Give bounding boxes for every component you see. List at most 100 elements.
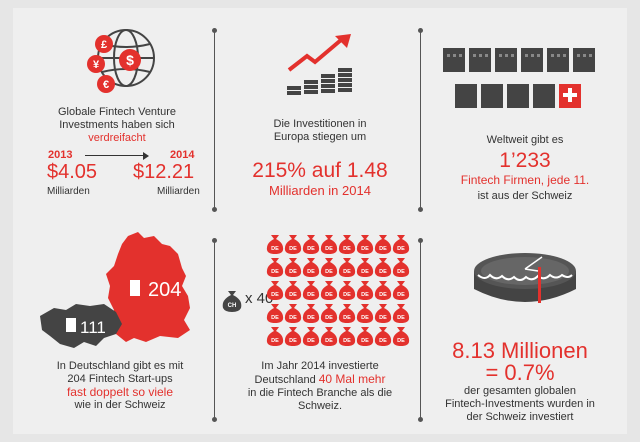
- text-line: Schweiz.: [297, 400, 343, 412]
- bag-label: DE: [325, 246, 333, 252]
- currency-symbol: $: [126, 52, 134, 68]
- bag-label: DE: [271, 246, 279, 252]
- money-bag-de-icon: DE: [266, 281, 284, 300]
- europe-sub-figure: Milliarden in 2014: [269, 183, 371, 198]
- map-germany-switzerland: 204 111: [40, 232, 190, 348]
- cake-pie-icon: [474, 253, 576, 303]
- money-bag-de-icon: DE: [338, 304, 356, 323]
- currency-symbol: £: [101, 39, 107, 51]
- bag-label: DE: [343, 338, 351, 344]
- money-bag-de-icon: DE: [302, 304, 320, 323]
- bag-label: DE: [289, 269, 297, 275]
- money-bag-de-icon: DE: [320, 327, 338, 346]
- unit-start: Milliarden: [47, 186, 90, 197]
- highlight-text: fast doppelt so viele: [66, 385, 174, 399]
- text-line: Europa stiegen um: [273, 131, 367, 143]
- divider: [212, 28, 217, 212]
- bag-label: DE: [397, 338, 405, 344]
- bag-label: DE: [361, 269, 369, 275]
- bag-label: DE: [379, 269, 387, 275]
- investment-comparison-text: Im Jahr 2014 investierte Deutschland 40 …: [230, 360, 410, 413]
- text-line: ist aus der Schweiz: [477, 190, 573, 202]
- bag-label: CH: [228, 303, 237, 309]
- money-bag-de-icon: DE: [356, 304, 374, 323]
- text-line: Weltweit gibt es: [486, 134, 564, 146]
- money-bag-de-icon: DE: [392, 281, 410, 300]
- firms-text: Weltweit gibt es: [440, 134, 610, 147]
- bag-label: DE: [289, 246, 297, 252]
- money-bag-de-icon: DE: [338, 258, 356, 277]
- year-start: 2013: [48, 149, 73, 161]
- amount-end: $12.21: [133, 161, 195, 183]
- bag-label: DE: [361, 246, 369, 252]
- germany-count: 204: [148, 279, 181, 301]
- bag-label: DE: [325, 338, 333, 344]
- money-bag-de-icon: DE: [320, 281, 338, 300]
- bag-label: DE: [325, 292, 333, 298]
- money-bag-de-icon: DE: [356, 281, 374, 300]
- year-end: 2014: [170, 149, 195, 161]
- bag-label: DE: [343, 246, 351, 252]
- money-bag-de-icon: DE: [338, 281, 356, 300]
- money-bag-de-icon: DE: [374, 304, 392, 323]
- text-line: der gesamten globalen: [464, 385, 576, 397]
- bag-label: DE: [397, 269, 405, 275]
- bag-label: DE: [325, 269, 333, 275]
- money-bag-ch-icon: CH: [222, 291, 242, 312]
- money-bag-de-icon: DE: [284, 304, 302, 323]
- money-bag-de-icon: DE: [338, 235, 356, 254]
- investment-big-figure: 8.13 Millionen: [452, 338, 588, 363]
- bag-label: DE: [379, 338, 387, 344]
- global-investments-text: Globale Fintech Venture Investments habe…: [42, 106, 192, 145]
- germany-text: In Deutschland gibt es mit 204 Fintech S…: [30, 360, 210, 412]
- money-bag-de-icon: DE: [320, 258, 338, 277]
- bag-label: DE: [343, 269, 351, 275]
- investment-big-percent: = 0.7%: [485, 360, 555, 385]
- germany-map: [106, 232, 190, 342]
- switzerland-map: [40, 304, 122, 348]
- money-bag-de-icon: DE: [374, 281, 392, 300]
- switzerland-count: 111: [80, 318, 106, 337]
- money-bag-de-icon: DE: [320, 304, 338, 323]
- firms-big-figure: 1’233: [499, 149, 551, 172]
- money-bag-de-icon: DE: [374, 327, 392, 346]
- money-bag-de-icon: DE: [266, 258, 284, 277]
- investment-text: der gesamten globalen Fintech-Investment…: [430, 385, 610, 424]
- bag-label: DE: [271, 269, 279, 275]
- bag-label: DE: [397, 292, 405, 298]
- firms-red-line: Fintech Firmen, jede 11.: [460, 173, 590, 187]
- bag-label: DE: [379, 246, 387, 252]
- bag-label: DE: [307, 338, 315, 344]
- money-bag-de-icon: DE: [284, 258, 302, 277]
- text-line: wie in der Schweiz: [74, 399, 166, 411]
- money-bag-de-icon: DE: [356, 258, 374, 277]
- money-bag-de-icon: DE: [302, 327, 320, 346]
- money-bag-de-icon: DE: [374, 235, 392, 254]
- amount-start: $4.05: [47, 161, 98, 183]
- bag-label: DE: [307, 246, 315, 252]
- bag-label: DE: [343, 292, 351, 298]
- bag-label: DE: [361, 315, 369, 321]
- infographic-panel: [13, 8, 627, 434]
- arrow-right-icon: [85, 155, 145, 156]
- text-segment: Deutschland: [254, 374, 316, 386]
- europe-big-figure: 215% auf 1.48: [252, 159, 388, 182]
- highlight-text: verdreifacht: [88, 132, 146, 144]
- money-bag-de-icon: DE: [356, 327, 374, 346]
- money-bag-de-icon: DE: [392, 235, 410, 254]
- divider: [418, 238, 423, 422]
- text-line: Im Jahr 2014 investierte: [261, 360, 379, 372]
- money-bag-de-icon: DE: [356, 235, 374, 254]
- coin-stack-growth-icon: [287, 34, 352, 95]
- money-bag-de-icon: DE: [338, 327, 356, 346]
- bag-label: DE: [289, 338, 297, 344]
- money-bag-de-icon: DE: [392, 327, 410, 346]
- text-line: In Deutschland gibt es mit: [56, 360, 184, 372]
- money-bags-grid: DE DE DE DE DE DE DE DE DE DE DE DE DE DE DE DE DE DE DE DE…: [266, 235, 410, 346]
- europe-text: Die Investitionen in Europa stiegen um: [240, 118, 400, 144]
- money-bag-de-icon: DE: [392, 304, 410, 323]
- money-bag-de-icon: DE: [302, 235, 320, 254]
- currency-symbol: ¥: [93, 59, 100, 71]
- bag-label: DE: [307, 269, 315, 275]
- text-line: Die Investitionen in: [273, 118, 367, 130]
